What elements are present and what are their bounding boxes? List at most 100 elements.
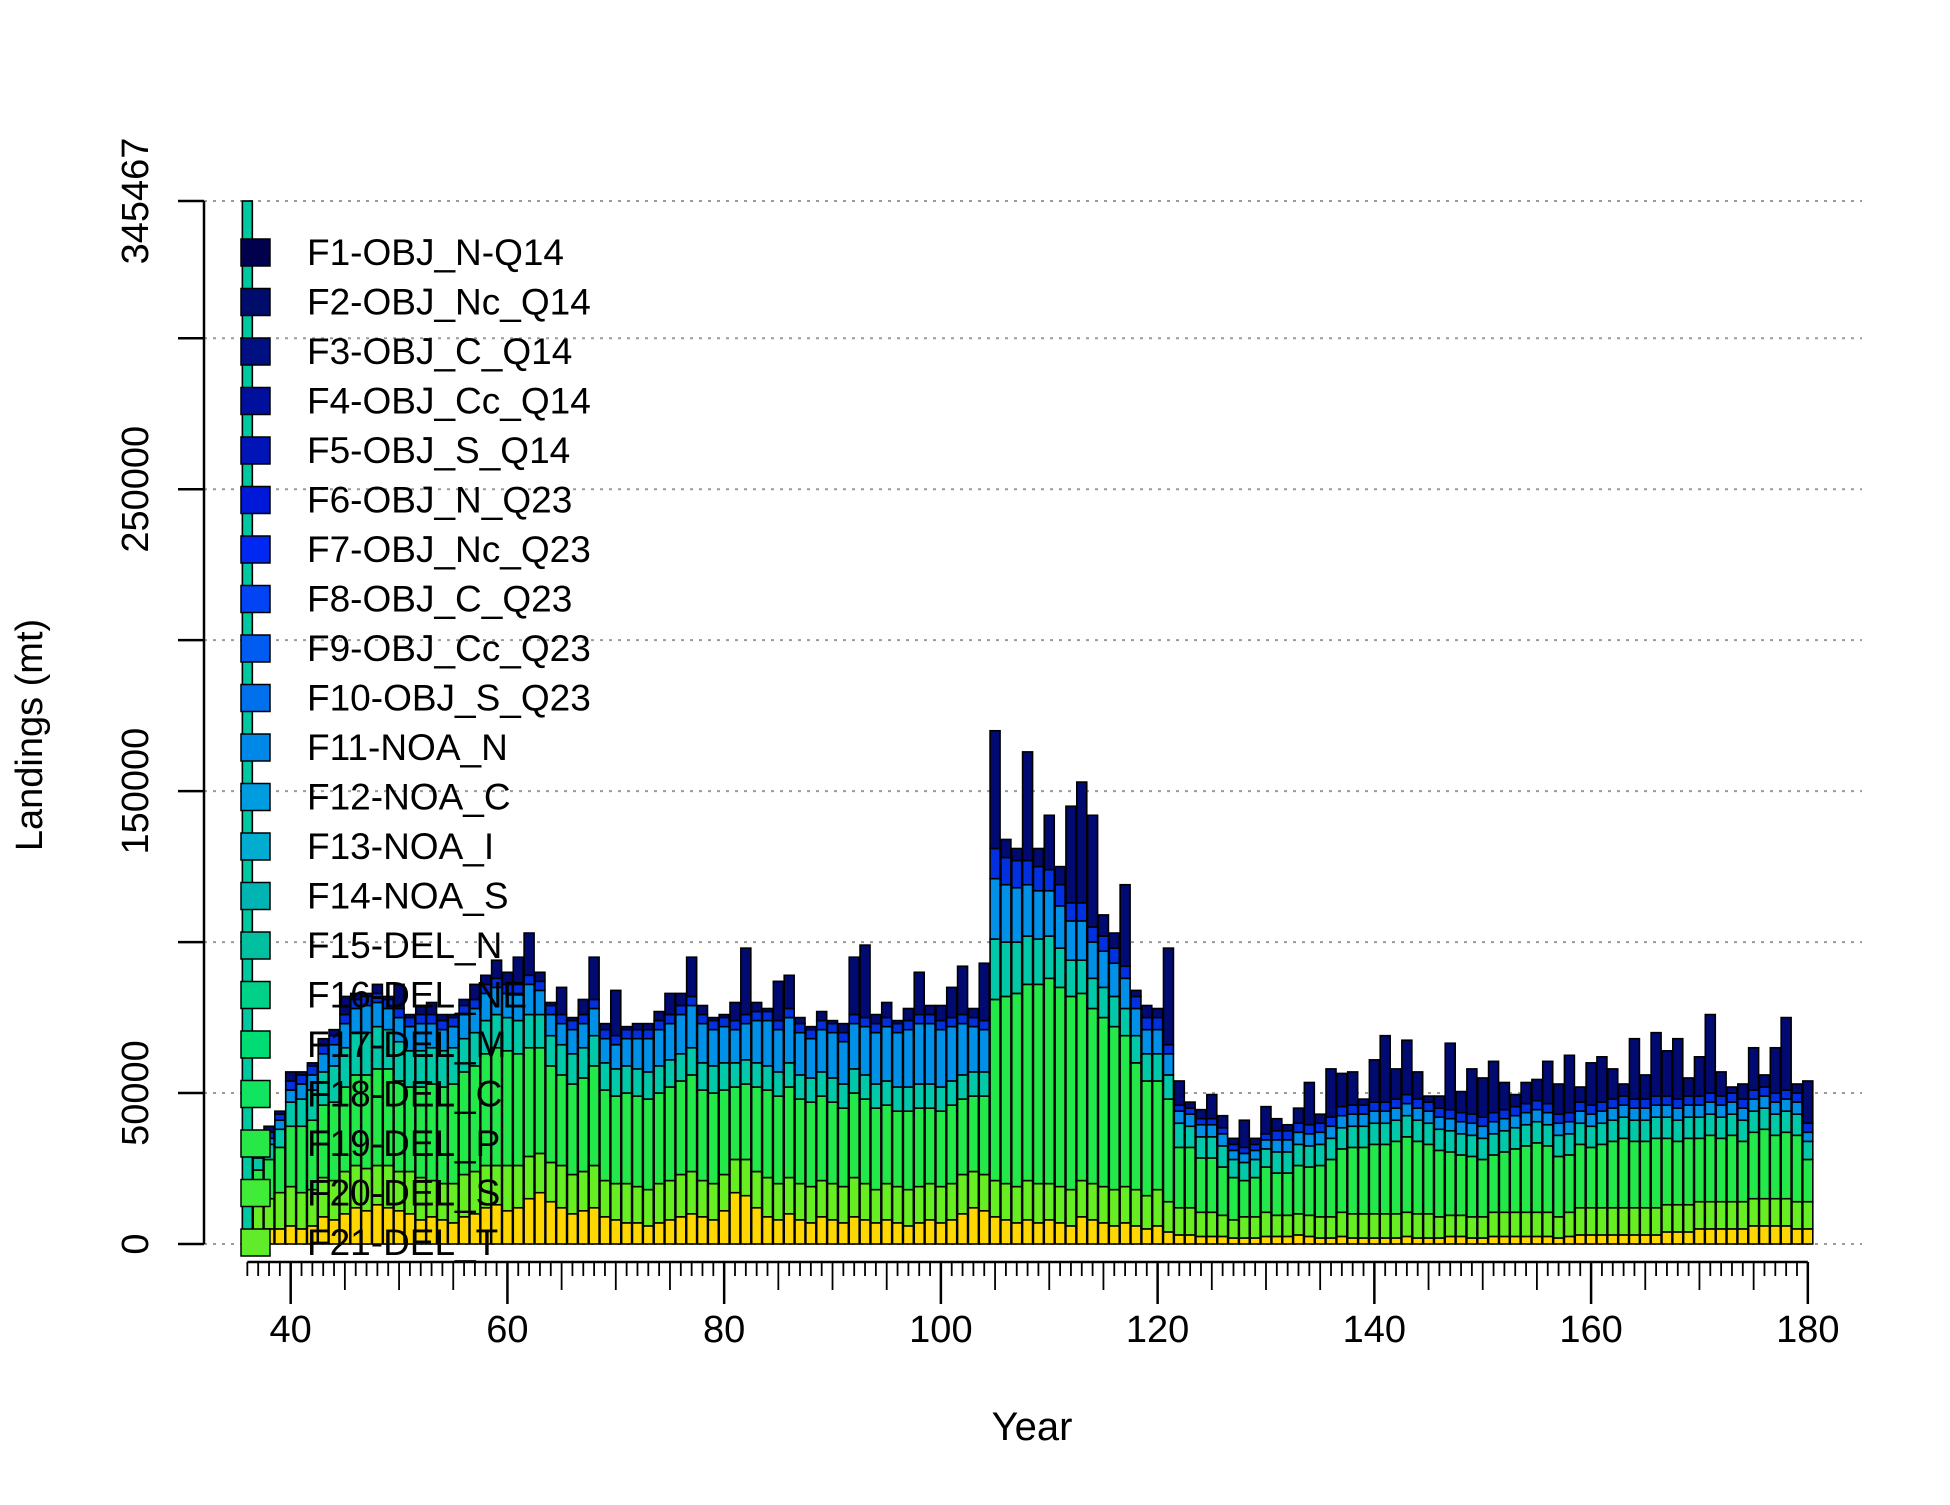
bar-segment	[1639, 1206, 1652, 1236]
bar-segment	[1303, 1166, 1316, 1217]
bar-segment	[1054, 947, 1066, 989]
bar-segment	[1314, 1122, 1326, 1134]
bar-segment	[1325, 1237, 1337, 1245]
bar-segment	[1433, 1128, 1446, 1152]
bar-segment	[284, 1071, 297, 1082]
bar-segment	[1487, 1120, 1500, 1135]
bar-segment	[664, 1086, 676, 1182]
bar-segment	[1065, 920, 1077, 962]
bar-segment	[815, 1216, 828, 1245]
bar-segment	[826, 1219, 839, 1245]
bar-segment	[945, 1219, 958, 1245]
bar-segment	[1661, 1095, 1673, 1106]
bar-segment	[1726, 1092, 1738, 1103]
bar-segment	[1802, 1140, 1814, 1161]
bar-segment	[870, 1107, 882, 1191]
bar-segment	[1292, 1122, 1305, 1134]
bar-segment	[610, 989, 622, 1037]
legend-label: F4-OBJ_Cc_Q14	[307, 381, 591, 422]
bar-segment	[1650, 1206, 1662, 1236]
bar-segment	[1086, 1007, 1099, 1185]
bar-segment	[512, 1019, 525, 1055]
bar-segment	[1140, 1028, 1153, 1055]
bar-segment	[902, 1019, 915, 1031]
bar-segment	[317, 1037, 329, 1046]
bar-segment	[577, 1013, 590, 1025]
bar-segment	[696, 1004, 709, 1016]
bar-segment	[1715, 1104, 1727, 1118]
bar-segment	[685, 1074, 698, 1173]
bar-segment	[891, 1019, 904, 1025]
bar-segment	[750, 1010, 763, 1022]
bar-segment	[1628, 1119, 1641, 1143]
bar-segment	[642, 1022, 655, 1031]
bar-segment	[761, 1176, 774, 1218]
bar-segment	[1054, 865, 1066, 886]
bar-segment	[1509, 1211, 1522, 1238]
bar-segment	[1606, 1119, 1619, 1143]
bar-segment	[935, 1222, 947, 1245]
bar-segment	[1281, 1139, 1294, 1153]
bar-segment	[1780, 1016, 1792, 1091]
bar-segment	[1336, 1105, 1348, 1117]
x-tick-label: 140	[1343, 1309, 1406, 1351]
bar-segment	[653, 1019, 665, 1031]
bar-segment	[772, 1095, 785, 1185]
bar-segment	[924, 1004, 936, 1016]
bar-segment	[577, 1209, 590, 1245]
bar-segment	[794, 1074, 806, 1100]
bar-segment	[1476, 1125, 1489, 1140]
bar-segment	[1509, 1093, 1522, 1108]
bar-segment	[425, 1001, 438, 1016]
bar-segment	[1661, 1203, 1673, 1233]
bar-segment	[653, 1010, 665, 1022]
bar-segment	[523, 1046, 535, 1158]
bar-segment	[1227, 1158, 1240, 1179]
bar-segment	[761, 1089, 774, 1179]
bar-segment	[1238, 1146, 1251, 1155]
bar-segment	[1130, 989, 1142, 998]
bar-segment	[772, 1219, 785, 1245]
bar-segment	[1390, 1237, 1402, 1245]
bar-segment	[566, 1213, 579, 1245]
x-tick-label: 100	[909, 1309, 972, 1351]
bar-segment	[610, 1182, 622, 1221]
bar-segment	[1010, 1222, 1023, 1245]
bar-segment	[534, 971, 546, 983]
bar-segment	[339, 1013, 351, 1025]
bar-segment	[1075, 992, 1088, 1182]
bar-segment	[1422, 1237, 1435, 1245]
bar-segment	[1466, 1122, 1478, 1137]
bar-segment	[1336, 1072, 1348, 1108]
bar-segment	[924, 1219, 936, 1245]
bar-segment	[1726, 1086, 1738, 1094]
bar-segment	[631, 1037, 644, 1070]
bar-segment	[1032, 865, 1045, 892]
bar-segment	[1097, 986, 1110, 1019]
bar-segment	[1650, 1104, 1662, 1118]
bar-segment	[740, 1059, 752, 1085]
bar-segment	[815, 1179, 828, 1218]
bar-segment	[740, 947, 752, 1016]
bar-segment	[1032, 847, 1045, 868]
bar-segment	[1043, 977, 1056, 1185]
bar-segment	[924, 1013, 936, 1025]
bar-segment	[1737, 1083, 1749, 1100]
bar-segment	[577, 1077, 590, 1173]
bar-segment	[1238, 1179, 1251, 1218]
bar-segment	[1726, 1228, 1738, 1245]
bar-segment	[880, 1001, 893, 1019]
bar-segment	[1401, 1136, 1413, 1214]
bar-segment	[1617, 1206, 1630, 1236]
bar-segment	[1173, 1104, 1186, 1112]
bar-segment	[718, 1025, 730, 1064]
bar-segment	[1455, 1235, 1467, 1245]
bar-segment	[1108, 1225, 1121, 1245]
bar-segment	[891, 1222, 904, 1245]
bar-segment	[1043, 1182, 1056, 1221]
bar-segment	[1119, 965, 1131, 980]
bar-segment	[859, 1025, 871, 1076]
bar-segment	[544, 1013, 557, 1037]
bar-segment	[555, 1013, 568, 1025]
legend-swatch	[240, 1228, 271, 1257]
